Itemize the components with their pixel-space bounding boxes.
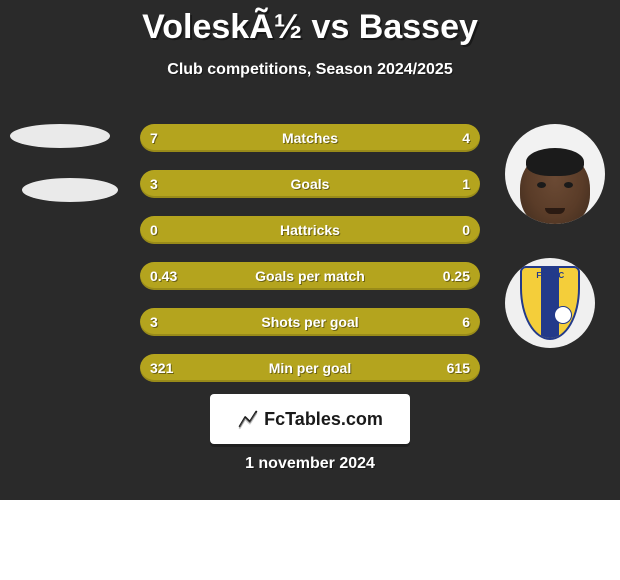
stat-right-value: 0.25: [443, 268, 470, 284]
face-illustration: [520, 152, 590, 224]
stat-row: 0.43 Goals per match 0.25: [140, 262, 480, 290]
club-left-avatar-placeholder: [22, 178, 118, 202]
hair-shape: [526, 148, 584, 176]
stat-right-value: 0: [462, 222, 470, 238]
stat-right-value: 6: [462, 314, 470, 330]
stat-left-value: 321: [150, 360, 173, 376]
stats-list: 7 Matches 4 3 Goals 1 0 Hattricks 0 0.43 Goals per…: [140, 124, 480, 382]
stat-label: Hattricks: [280, 222, 340, 238]
stat-row: 321 Min per goal 615: [140, 354, 480, 382]
crest-text: FC DAC: [520, 271, 580, 280]
player-right-avatar: [505, 124, 605, 224]
player-left-avatar-placeholder: [10, 124, 110, 148]
page-title: VoleskÃ½ vs Bassey: [0, 0, 620, 47]
crest-ball-icon: [554, 306, 572, 324]
stat-label: Matches: [282, 130, 338, 146]
subtitle: Club competitions, Season 2024/2025: [0, 61, 620, 79]
stat-right-value: 1: [462, 176, 470, 192]
fctables-logo: FcTables.com: [210, 394, 410, 444]
chart-icon: [237, 408, 259, 430]
stat-left-value: 3: [150, 314, 158, 330]
stat-label: Min per goal: [269, 360, 351, 376]
stat-label: Shots per goal: [261, 314, 358, 330]
mouth-shape: [545, 208, 565, 214]
logo-text: FcTables.com: [264, 409, 383, 430]
stat-row: 3 Shots per goal 6: [140, 308, 480, 336]
stat-left-value: 0: [150, 222, 158, 238]
stat-label: Goals per match: [255, 268, 365, 284]
stat-right-value: 615: [447, 360, 470, 376]
stat-row: 3 Goals 1: [140, 170, 480, 198]
crest-container: FC DAC: [520, 266, 580, 340]
stat-left-value: 0.43: [150, 268, 177, 284]
stat-row: 7 Matches 4: [140, 124, 480, 152]
date-label: 1 november 2024: [0, 455, 620, 473]
club-right-crest: FC DAC: [505, 258, 595, 348]
stat-right-value: 4: [462, 130, 470, 146]
stat-label: Goals: [291, 176, 330, 192]
stat-left-value: 7: [150, 130, 158, 146]
stat-left-value: 3: [150, 176, 158, 192]
stat-row: 0 Hattricks 0: [140, 216, 480, 244]
